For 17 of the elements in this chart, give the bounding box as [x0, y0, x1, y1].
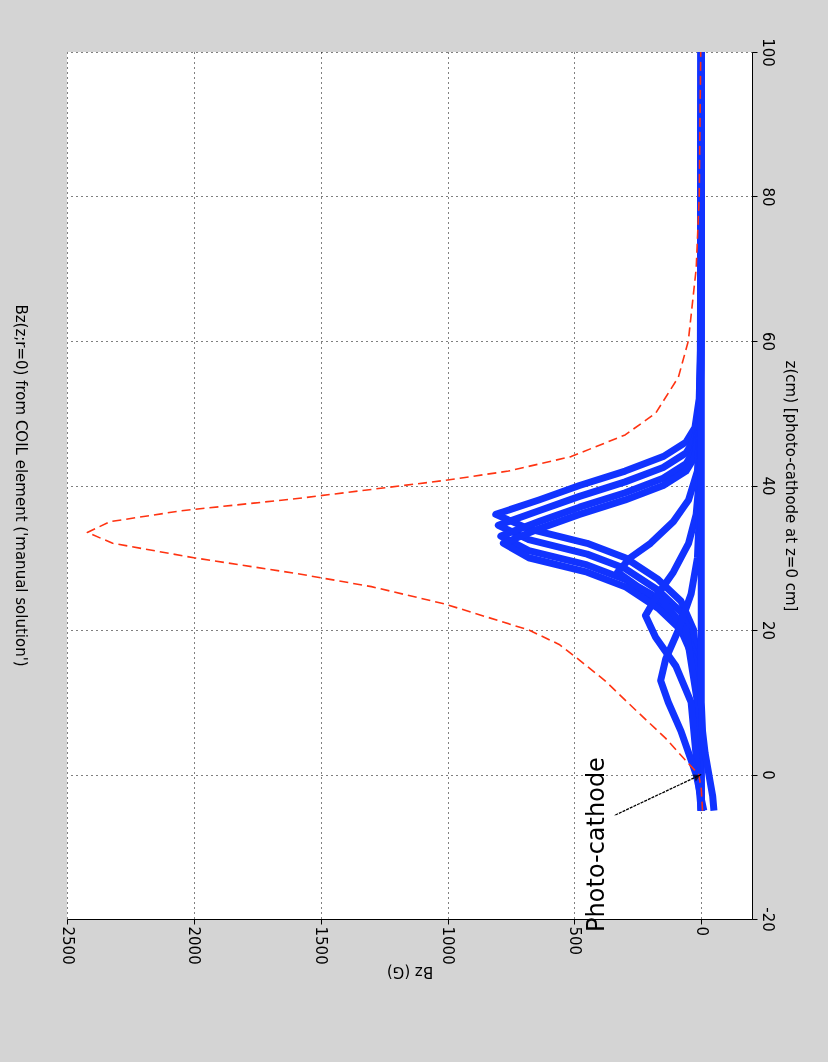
x-tick-label: 2500 [58, 926, 77, 965]
x-axis-title: Bz (G) [386, 962, 434, 981]
y-tick-label: 0 [758, 770, 777, 780]
x-tick-label: 1500 [312, 926, 331, 965]
annotation: Photo-cathode [582, 757, 611, 932]
y-tick-label: -20 [758, 907, 777, 932]
y-tick-label: 100 [758, 38, 777, 67]
y-tick-label: 60 [758, 331, 777, 352]
y-tick-label: 80 [758, 187, 777, 207]
y-tick-label: 20 [758, 620, 777, 641]
y-axis-title: z(cm) [photo-cathode at z=0 cm] [781, 360, 800, 612]
x-tick-label: 0 [692, 926, 711, 937]
x-tick-label: 1000 [439, 926, 458, 965]
y-tick-label: 40 [758, 476, 777, 496]
x-tick-label: 500 [565, 926, 584, 956]
x-tick-label: 2000 [185, 926, 204, 965]
text: Bz(z;r=0) from COIL element ('manual solution') [12, 304, 30, 667]
